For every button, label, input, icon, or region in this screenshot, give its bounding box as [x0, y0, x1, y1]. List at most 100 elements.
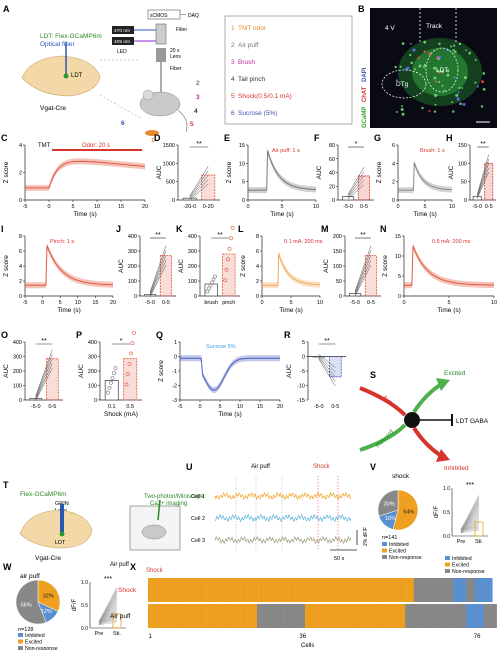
- h-bar: [484, 162, 494, 201]
- d-xtick: -20-0: [183, 204, 196, 210]
- heatmap-cell: [357, 578, 362, 602]
- legend-swatch: [18, 639, 23, 644]
- stim-marker-2: 2: [196, 80, 200, 87]
- heatmap-cell: [243, 604, 249, 628]
- h-xtick: 0-5: [485, 204, 493, 210]
- panel-t: T Flex-GCaMP6m GRIN Lens LDT Vgat-Cre Tw…: [3, 480, 205, 574]
- prepost-ylabel: dF/F: [72, 599, 78, 612]
- n-xtick: 0: [402, 300, 405, 306]
- m-ytick: 200: [333, 234, 342, 240]
- n-stim-label: 0.5 mA: 200 ms: [432, 239, 471, 245]
- t-mouse-icon: [141, 524, 167, 540]
- heatmap-cell: [283, 578, 288, 602]
- heatmap-cell: [178, 604, 184, 628]
- p-ytick: 300: [88, 355, 97, 361]
- panel-x: X Shock Air puff 1 36 76 Cells InhibitedEx…: [110, 556, 497, 649]
- led-405-label: 405 nm: [114, 39, 130, 45]
- x-xtick: 1: [149, 634, 153, 640]
- heatmap-cell: [174, 604, 179, 628]
- heatmap-cell: [400, 578, 406, 602]
- u-shock-label: Shock: [313, 464, 331, 470]
- heatmap-cell: [287, 578, 293, 602]
- heatmap-cell: [313, 604, 319, 628]
- v-title: shock: [392, 473, 410, 480]
- heatmap-cell: [365, 578, 371, 602]
- heatmap-cell: [283, 604, 288, 628]
- heatmap-cell: [161, 578, 166, 602]
- l-ytick: 0: [256, 294, 259, 300]
- r-ylabel: AUC: [286, 364, 293, 378]
- stim-legend-label: Air puff: [238, 42, 259, 49]
- heatmap-cell: [226, 604, 232, 628]
- filter-label: Filter: [176, 27, 187, 33]
- dtg-outline: [381, 69, 427, 99]
- heatmap-cell: [409, 578, 415, 602]
- inhibited-arrowhead-icon: [436, 449, 450, 462]
- v-pie-slice-label: 54%: [403, 509, 414, 515]
- heatmap-cell: [265, 578, 271, 602]
- prepost-xtick: Pre: [457, 539, 466, 545]
- m-ylabel: AUC: [323, 259, 330, 273]
- p-xtick: 0.1: [108, 404, 116, 410]
- heatmap-cell: [466, 578, 471, 602]
- heatmap-cell: [348, 604, 354, 628]
- i-ytick: 6: [19, 249, 22, 255]
- x-xtick: 76: [474, 634, 481, 640]
- e-ytick: 10: [239, 161, 245, 167]
- panel-letter-r: R: [284, 330, 291, 340]
- e-stim-label: Air puff: 1 s: [272, 148, 300, 154]
- legend-swatch: [382, 555, 387, 559]
- n-ytick: 15: [395, 234, 401, 240]
- legend-swatch: [445, 562, 450, 567]
- heatmap-cell: [195, 578, 201, 602]
- heatmap-cell: [348, 578, 354, 602]
- n-xtick: 10: [491, 300, 497, 306]
- heatmap-cell: [226, 578, 232, 602]
- panel-f: F 0 20 40 60 80 -5-0 0-5 * AUC: [314, 133, 374, 210]
- l-xlabel: Time (s): [279, 307, 303, 314]
- f-ylabel: AUC: [316, 165, 323, 179]
- r-ytick: -15: [297, 398, 305, 404]
- heatmap-cell: [248, 604, 253, 628]
- k-xtick: brush: [204, 300, 218, 306]
- v-pie-slice: [392, 489, 419, 531]
- e-xtick: 0: [246, 204, 249, 210]
- stim-legend-num: 5: [231, 93, 235, 100]
- p-xlabel: Shock (mA): [104, 411, 138, 418]
- r-xtick: -5-0: [314, 404, 324, 410]
- heatmap-cell: [326, 578, 332, 602]
- heatmap-cell: [440, 578, 445, 602]
- o-ytick: 200: [13, 369, 22, 375]
- t-construct-label: Flex-GCaMP6m: [20, 491, 67, 498]
- i-ylabel: Z score: [3, 255, 10, 277]
- t-brain-icon: [19, 509, 93, 549]
- e-xlabel: Time (s): [270, 211, 294, 218]
- excited-arrowhead-icon: [436, 378, 450, 391]
- c-xtick: -5: [23, 204, 28, 210]
- panel-letter-p: P: [76, 330, 82, 340]
- reward-label: Reward: [374, 428, 395, 449]
- ldt-dot-icon: [63, 73, 69, 79]
- heatmap-cell: [291, 578, 297, 602]
- g-ytick: 0: [392, 198, 395, 204]
- heatmap-cell: [274, 604, 279, 628]
- prepost-ytick: 0.5: [443, 510, 450, 516]
- d-ytick: 1000: [163, 161, 175, 167]
- heatmap-cell: [357, 604, 362, 628]
- o-ytick: 400: [13, 340, 22, 346]
- heatmap-cell: [213, 578, 218, 602]
- heatmap-cell: [156, 578, 162, 602]
- cell-trace: [214, 535, 352, 545]
- lens-label: 20 x Lens: [170, 48, 181, 60]
- g-mean-trace: [398, 162, 453, 191]
- heatmap-cell: [187, 578, 192, 602]
- legend-label: Inhibited: [25, 633, 45, 639]
- heatmap-cell: [422, 604, 428, 628]
- panel-letter-v: V: [370, 462, 376, 472]
- i-xlabel: Time (s): [57, 307, 81, 314]
- heatmap-cell: [418, 578, 423, 602]
- v-pie-slice-label: 30%: [384, 502, 395, 508]
- heatmap-cell: [195, 604, 201, 628]
- r-bar: [329, 356, 342, 378]
- stim-marker-6: 6: [121, 120, 125, 127]
